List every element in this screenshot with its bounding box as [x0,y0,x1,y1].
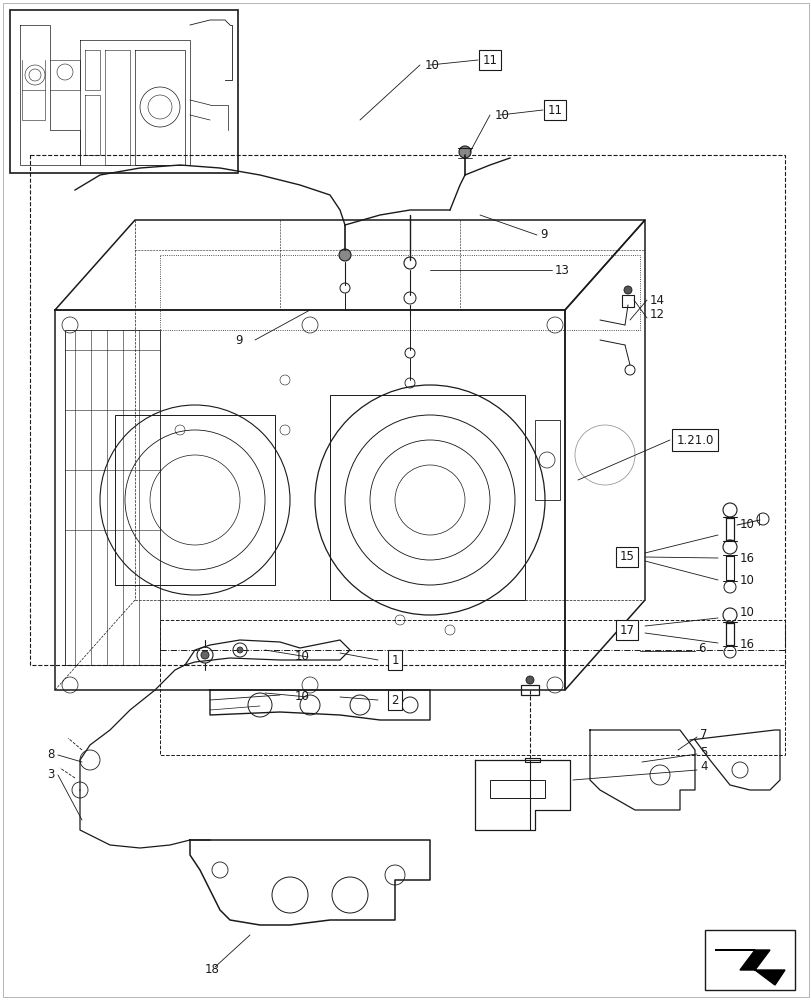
Bar [160,620,784,755]
Text: 1.21.0: 1.21.0 [676,434,713,446]
Text: 5: 5 [699,746,706,758]
Text: 3: 3 [48,768,55,781]
Circle shape [338,249,350,261]
Polygon shape [714,950,784,985]
Bar [10,10,238,173]
Text: 8: 8 [48,748,55,762]
Text: 6: 6 [697,642,705,654]
Bar [521,685,539,695]
Text: 10: 10 [739,606,754,619]
Text: 18: 18 [204,963,220,976]
Text: 9: 9 [234,334,242,347]
Text: 4: 4 [699,760,706,774]
Circle shape [623,286,631,294]
Text: 10: 10 [294,690,310,704]
Text: 1: 1 [391,654,398,666]
Text: 10: 10 [739,574,754,586]
Circle shape [526,676,534,684]
Text: 13: 13 [554,263,569,276]
Text: 10: 10 [424,59,440,72]
Bar [704,930,794,990]
Text: 10: 10 [495,109,509,122]
Circle shape [237,647,242,653]
Text: 10: 10 [739,518,754,532]
Text: 16: 16 [739,552,754,564]
Bar [55,310,564,690]
Circle shape [201,651,208,659]
Bar [489,780,544,798]
Text: 10: 10 [294,650,310,664]
Bar [621,295,633,307]
Bar [30,155,784,665]
Circle shape [458,146,470,158]
Bar [534,420,560,500]
Text: 11: 11 [482,54,497,67]
Text: 12: 12 [649,308,664,322]
Text: 7: 7 [699,728,706,742]
Text: 9: 9 [539,229,547,241]
Bar [115,415,275,585]
Text: 11: 11 [547,104,562,117]
Text: 16: 16 [739,639,754,652]
Text: 15: 15 [619,550,633,564]
Bar [160,255,639,330]
Text: 2: 2 [391,694,398,706]
Text: 17: 17 [619,624,633,637]
Bar [65,330,160,665]
Text: 14: 14 [649,294,664,306]
Bar [329,395,525,600]
